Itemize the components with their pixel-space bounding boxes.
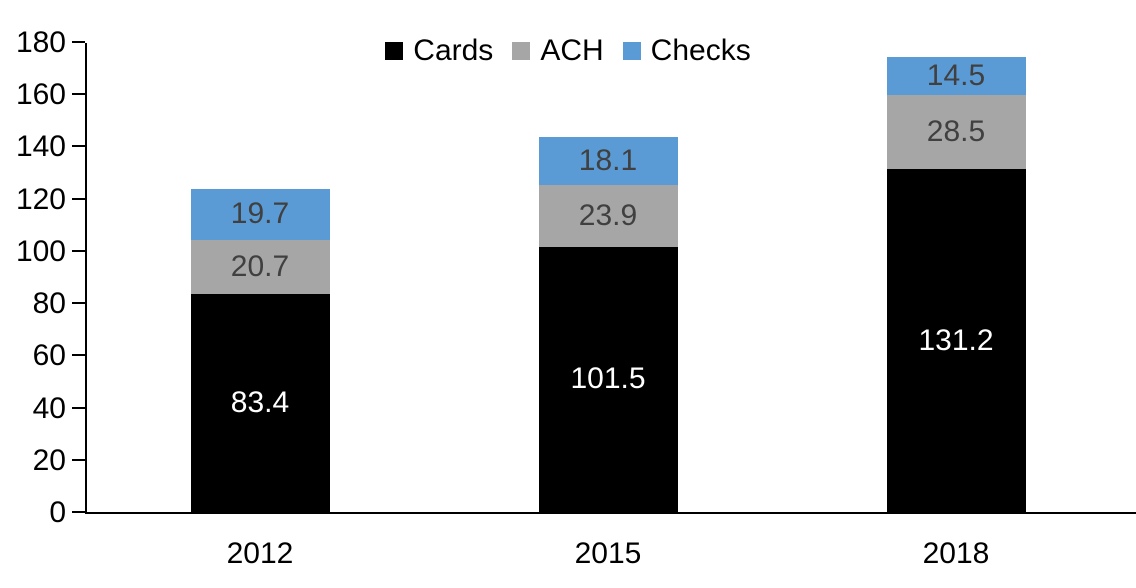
bar-segment-ach-2015: 23.9: [538, 184, 678, 247]
y-axis-tick: [72, 41, 85, 43]
x-axis-label: 2015: [574, 537, 642, 570]
y-axis-tick: [72, 145, 85, 148]
bar-segment-cards-2018: 131.2: [886, 169, 1026, 512]
y-axis-tick: [72, 458, 85, 461]
y-axis-tick: [72, 354, 85, 357]
y-axis-label: 40: [32, 391, 66, 425]
ach-swatch-icon: [512, 42, 531, 60]
y-axis-label: 160: [15, 78, 66, 112]
x-axis-label: 2018: [922, 537, 990, 570]
y-axis-tick: [72, 93, 85, 96]
legend-item-ach: ACH: [512, 34, 604, 68]
bar-value-label: 14.5: [926, 59, 986, 93]
legend-item-checks: Checks: [622, 34, 751, 68]
bar-segment-checks-2015: 18.1: [538, 137, 678, 185]
bar-segment-checks-2012: 19.7: [190, 188, 330, 241]
chart-legend: Cards ACH Checks: [0, 34, 1136, 68]
y-axis-label: 20: [32, 443, 66, 477]
y-axis-label: 180: [15, 26, 66, 59]
legend-label-checks: Checks: [650, 34, 751, 67]
y-axis-tick: [72, 302, 85, 305]
bar-value-label: 19.7: [230, 197, 290, 231]
cards-swatch-icon: [385, 42, 404, 60]
bar-value-label: 131.2: [918, 323, 994, 357]
bar-value-label: 28.5: [926, 115, 986, 149]
bar-value-label: 18.1: [578, 143, 638, 177]
legend-label-ach: ACH: [540, 34, 604, 67]
y-axis-tick: [72, 511, 85, 513]
legend-item-cards: Cards: [385, 34, 493, 68]
bar-segment-ach-2012: 20.7: [190, 240, 330, 295]
bar-segment-ach-2018: 28.5: [886, 95, 1026, 170]
y-axis-label: 120: [15, 182, 66, 216]
bar-value-label: 83.4: [230, 386, 290, 420]
bar-value-label: 20.7: [230, 250, 290, 284]
y-axis-label: 0: [49, 496, 66, 529]
bar-value-label: 23.9: [578, 198, 638, 232]
y-axis-line: [85, 43, 87, 514]
y-axis-tick: [72, 249, 85, 252]
y-axis-tick: [72, 406, 85, 409]
bar-segment-checks-2018: 14.5: [886, 57, 1026, 95]
y-axis-label: 100: [15, 234, 66, 268]
y-axis-label: 80: [32, 287, 66, 321]
y-axis-tick: [72, 197, 85, 200]
x-axis-line: [85, 512, 1136, 514]
legend-label-cards: Cards: [413, 34, 494, 67]
bar-value-label: 101.5: [570, 362, 646, 396]
x-axis-label: 2012: [226, 537, 294, 570]
bar-segment-cards-2015: 101.5: [538, 246, 678, 512]
bar-segment-cards-2012: 83.4: [190, 294, 330, 512]
y-axis-label: 140: [15, 130, 66, 164]
checks-swatch-icon: [622, 42, 641, 60]
y-axis-label: 60: [32, 339, 66, 373]
